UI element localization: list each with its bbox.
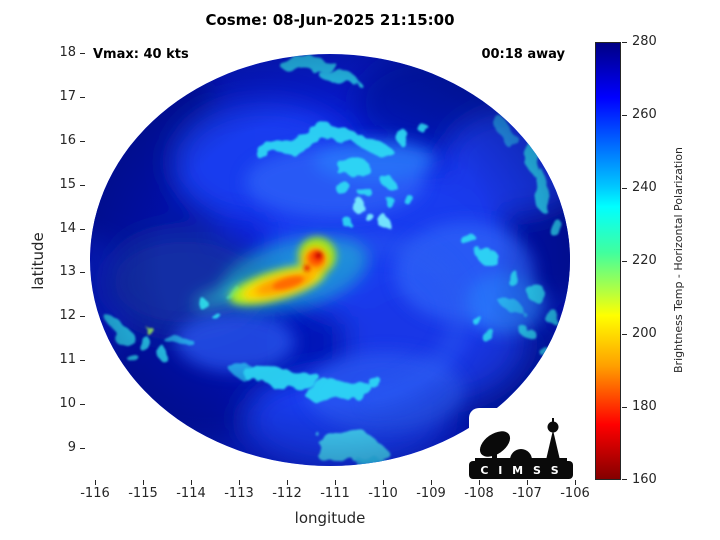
y-tick-label: 12 xyxy=(59,308,76,323)
colorbar-tick-label: 240 xyxy=(632,180,657,195)
y-tick-mark xyxy=(80,141,85,142)
colorbar-tick-mark xyxy=(622,188,627,189)
y-tick-mark xyxy=(80,97,85,98)
x-tick-mark xyxy=(479,480,480,485)
y-tick-mark xyxy=(80,53,85,54)
colorbar-tick-label: 220 xyxy=(632,253,657,268)
x-tick-label: -114 xyxy=(176,486,206,501)
colorbar-tick-mark xyxy=(622,261,627,262)
x-tick-label: -106 xyxy=(560,486,590,501)
colorbar xyxy=(595,42,621,480)
plot-area: Vmax: 40 kts 00:18 away C I M S S xyxy=(85,42,575,480)
y-tick-label: 17 xyxy=(59,89,76,104)
x-tick-mark xyxy=(383,480,384,485)
colorbar-tick-mark xyxy=(622,407,627,408)
y-tick-label: 16 xyxy=(59,133,76,148)
y-tick-mark xyxy=(80,360,85,361)
colorbar-tick-label: 200 xyxy=(632,326,657,341)
colorbar-tick-label: 280 xyxy=(632,34,657,49)
x-tick-mark xyxy=(191,480,192,485)
y-tick-mark xyxy=(80,448,85,449)
x-tick-label: -115 xyxy=(128,486,158,501)
satellite-dishes-icon xyxy=(475,418,567,461)
x-tick-mark xyxy=(335,480,336,485)
logo-text: C I M S S xyxy=(480,464,561,477)
x-tick-mark xyxy=(143,480,144,485)
y-tick-mark xyxy=(80,229,85,230)
colorbar-title: Brightness Temp - Horizontal Polarizatio… xyxy=(672,147,685,373)
x-tick-label: -107 xyxy=(512,486,542,501)
y-tick-label: 18 xyxy=(59,45,76,60)
x-tick-label: -116 xyxy=(80,486,110,501)
colorbar-tick-mark xyxy=(622,115,627,116)
x-tick-label: -111 xyxy=(320,486,350,501)
y-tick-label: 11 xyxy=(59,352,76,367)
x-tick-label: -113 xyxy=(224,486,254,501)
y-tick-label: 15 xyxy=(59,177,76,192)
vmax-annotation: Vmax: 40 kts xyxy=(93,47,189,62)
y-tick-mark xyxy=(80,316,85,317)
cimss-logo: C I M S S xyxy=(469,408,573,479)
y-tick-label: 9 xyxy=(67,440,76,455)
y-tick-label: 14 xyxy=(59,221,76,236)
x-tick-mark xyxy=(287,480,288,485)
y-tick-label: 10 xyxy=(59,396,76,411)
colorbar-tick-mark xyxy=(622,479,627,480)
swath-disk xyxy=(90,54,570,466)
colorbar-tick-label: 160 xyxy=(632,472,657,487)
y-axis-label: latitude xyxy=(29,232,47,290)
colorbar-tick-mark xyxy=(622,334,627,335)
y-tick-label: 13 xyxy=(59,264,76,279)
x-tick-label: -110 xyxy=(368,486,398,501)
x-tick-label: -109 xyxy=(416,486,446,501)
x-tick-mark xyxy=(431,480,432,485)
y-tick-mark xyxy=(80,185,85,186)
time-away-annotation: 00:18 away xyxy=(481,47,565,62)
y-tick-mark xyxy=(80,272,85,273)
colorbar-tick-label: 260 xyxy=(632,107,657,122)
x-tick-mark xyxy=(527,480,528,485)
x-tick-label: -112 xyxy=(272,486,302,501)
colorbar-tick-label: 180 xyxy=(632,399,657,414)
page-title: Cosme: 08-Jun-2025 21:15:00 xyxy=(205,11,455,29)
y-tick-mark xyxy=(80,404,85,405)
x-axis-label: longitude xyxy=(294,509,366,527)
x-tick-mark xyxy=(239,480,240,485)
x-tick-mark xyxy=(575,480,576,485)
satellite-brightness-temp-image xyxy=(90,54,570,466)
x-tick-mark xyxy=(95,480,96,485)
colorbar-tick-mark xyxy=(622,42,627,43)
x-tick-label: -108 xyxy=(464,486,494,501)
